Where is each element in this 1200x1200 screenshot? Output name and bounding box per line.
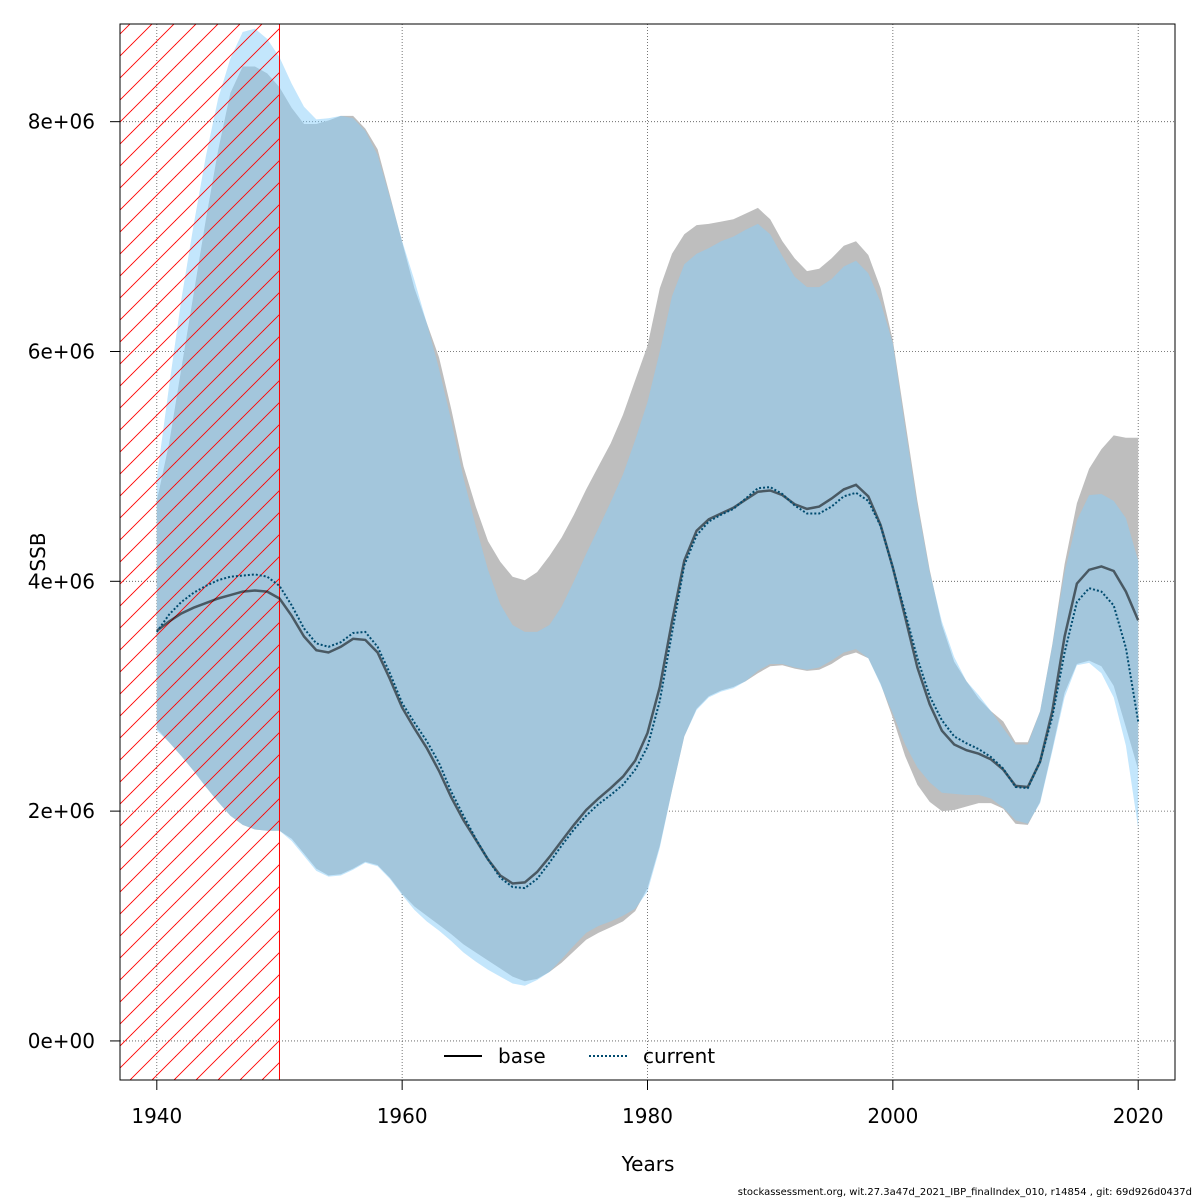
y-tick-label: 6e+06	[28, 339, 95, 363]
x-tick-label: 1960	[377, 1104, 428, 1128]
y-axis-label: SSB	[26, 532, 50, 571]
x-axis-label: Years	[621, 1152, 675, 1176]
legend-base-label: base	[498, 1044, 546, 1068]
legend: base current	[444, 1044, 715, 1068]
hatched-region	[120, 24, 280, 1080]
y-tick-label: 2e+06	[28, 799, 95, 823]
x-tick-label: 1980	[622, 1104, 673, 1128]
legend-current-label: current	[643, 1044, 715, 1068]
y-axis: 0e+00 2e+06 4e+06 6e+06 8e+06	[28, 110, 120, 1053]
x-tick-label: 2020	[1113, 1104, 1164, 1128]
y-tick-label: 8e+06	[28, 110, 95, 134]
current-confidence-band	[156, 28, 1139, 986]
y-tick-label: 0e+00	[28, 1029, 95, 1053]
base-line	[156, 483, 1140, 885]
x-axis: 1940 1960 1980 2000 2020	[131, 1080, 1164, 1128]
x-tick-label: 2000	[867, 1104, 918, 1128]
y-tick-label: 4e+06	[28, 569, 95, 593]
footer-credit: stockassessment.org, wit.27.3a47d_2021_I…	[737, 1187, 1192, 1198]
x-tick-label: 1940	[131, 1104, 182, 1128]
current-line	[155, 486, 1140, 890]
